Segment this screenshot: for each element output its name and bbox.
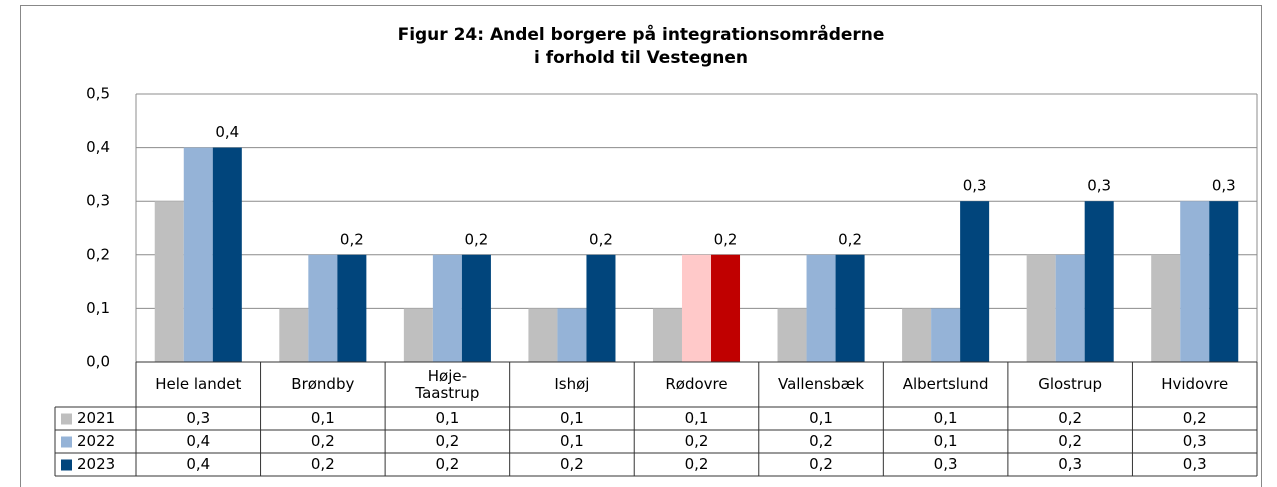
category-cell: Albertslund bbox=[902, 375, 989, 393]
bar bbox=[835, 254, 865, 362]
data-label: 0,2 bbox=[714, 230, 738, 248]
table-value: 0,3 bbox=[934, 455, 958, 473]
legend-label: 2021 bbox=[77, 409, 115, 427]
table-value: 0,2 bbox=[809, 432, 833, 450]
category-cell: Ishøj bbox=[554, 375, 590, 393]
legend-label: 2022 bbox=[77, 432, 115, 450]
legend-label: 2023 bbox=[77, 455, 115, 473]
bar bbox=[403, 308, 433, 362]
bar bbox=[960, 201, 990, 362]
y-tick-label: 0,3 bbox=[86, 192, 110, 210]
x-tick-label: Glostrup bbox=[1038, 375, 1103, 393]
bar bbox=[586, 254, 616, 362]
category-cell: Hele landet bbox=[155, 375, 242, 393]
table-value: 0,1 bbox=[934, 432, 958, 450]
table-value: 0,2 bbox=[311, 455, 335, 473]
data-label: 0,4 bbox=[215, 123, 239, 141]
table-value: 0,1 bbox=[311, 409, 335, 427]
table-value: 0,3 bbox=[1058, 455, 1082, 473]
chart-frame bbox=[20, 5, 1262, 487]
category-cell: Brøndby bbox=[291, 375, 355, 393]
category-cell: Glostrup bbox=[1038, 375, 1103, 393]
x-tick-label: Hvidovre bbox=[1161, 375, 1229, 393]
table-value: 0,2 bbox=[435, 432, 459, 450]
bar bbox=[461, 254, 491, 362]
table-value: 0,1 bbox=[560, 432, 584, 450]
table-value: 0,2 bbox=[685, 455, 709, 473]
legend-key bbox=[61, 436, 72, 448]
table-value: 0,2 bbox=[1058, 432, 1082, 450]
table-value: 0,2 bbox=[435, 455, 459, 473]
x-tick-label: Brøndby bbox=[291, 375, 355, 393]
bar bbox=[1084, 201, 1114, 362]
table-value: 0,3 bbox=[1183, 432, 1207, 450]
bar bbox=[337, 254, 367, 362]
data-label: 0,2 bbox=[589, 230, 613, 248]
bar bbox=[1180, 201, 1210, 362]
data-label: 0,3 bbox=[1212, 177, 1236, 195]
table-value: 0,1 bbox=[435, 409, 459, 427]
bar bbox=[681, 254, 712, 362]
bar bbox=[279, 308, 309, 362]
bar bbox=[1151, 254, 1181, 362]
bar bbox=[432, 254, 462, 362]
table-value: 0,1 bbox=[934, 409, 958, 427]
category-cell: Høje- Taastrup bbox=[415, 366, 480, 402]
bar bbox=[777, 308, 807, 362]
bar bbox=[183, 147, 213, 362]
chart-title: Figur 24: Andel borgere på integrationso… bbox=[397, 25, 885, 68]
data-label: 0,2 bbox=[464, 230, 488, 248]
bar bbox=[1026, 254, 1056, 362]
y-tick-label: 0,4 bbox=[86, 138, 110, 156]
table-value: 0,2 bbox=[560, 455, 584, 473]
table-value: 0,2 bbox=[809, 455, 833, 473]
category-cell: Vallensbæk bbox=[777, 375, 865, 393]
x-tick-label: Rødovre bbox=[665, 375, 728, 393]
table-value: 0,3 bbox=[1183, 455, 1207, 473]
table-value: 0,2 bbox=[311, 432, 335, 450]
bar bbox=[557, 308, 587, 362]
data-label: 0,3 bbox=[1087, 177, 1111, 195]
bar bbox=[308, 254, 338, 362]
y-tick-label: 0,1 bbox=[86, 299, 110, 317]
x-tick-label: Hele landet bbox=[155, 375, 242, 393]
bar bbox=[806, 254, 836, 362]
bar bbox=[652, 308, 682, 362]
y-tick-label: 0,5 bbox=[86, 85, 110, 103]
table-value: 0,2 bbox=[1058, 409, 1082, 427]
table-value: 0,1 bbox=[560, 409, 584, 427]
table-value: 0,2 bbox=[685, 432, 709, 450]
table-value: 0,3 bbox=[186, 409, 210, 427]
bar bbox=[212, 147, 242, 362]
data-label: 0,2 bbox=[838, 230, 862, 248]
table-value: 0,4 bbox=[186, 455, 210, 473]
bar bbox=[1209, 201, 1239, 362]
table-value: 0,2 bbox=[1183, 409, 1207, 427]
category-cell: Rødovre bbox=[665, 375, 728, 393]
bar bbox=[931, 308, 961, 362]
data-label: 0,3 bbox=[963, 177, 987, 195]
y-tick-label: 0,2 bbox=[86, 245, 110, 263]
legend-key bbox=[61, 413, 72, 425]
bar bbox=[154, 201, 184, 362]
bar bbox=[1055, 254, 1085, 362]
category-cell: Hvidovre bbox=[1161, 375, 1229, 393]
bar bbox=[711, 254, 741, 362]
legend-key bbox=[61, 459, 72, 471]
x-tick-label: Ishøj bbox=[554, 375, 590, 393]
x-tick-label: Albertslund bbox=[902, 375, 989, 393]
table-value: 0,1 bbox=[809, 409, 833, 427]
x-tick-label: Vallensbæk bbox=[777, 375, 865, 393]
table-value: 0,1 bbox=[685, 409, 709, 427]
table-value: 0,4 bbox=[186, 432, 210, 450]
x-tick-label: Høje- Taastrup bbox=[415, 366, 480, 402]
bar bbox=[902, 308, 932, 362]
bar bbox=[528, 308, 558, 362]
data-label: 0,2 bbox=[340, 230, 364, 248]
y-tick-label: 0,0 bbox=[86, 353, 110, 371]
